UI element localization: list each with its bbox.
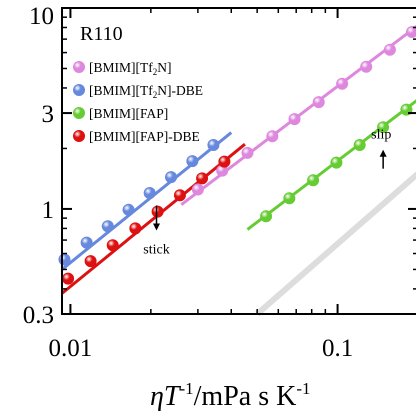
x-tick-label-0: 0.01 [49, 335, 93, 362]
legend: [BMIM][Tf2N] [BMIM][Tf2N]-DBE [BMIM][FAP] [… [73, 60, 203, 144]
data-point-series-3-5 [173, 189, 186, 202]
fit-line-series-3 [61, 143, 246, 295]
legend-label-2: [BMIM][FAP] [89, 106, 168, 121]
annotation-arrowhead-slip [379, 149, 387, 157]
annotations-layer: stick slip [143, 128, 391, 258]
data-point-series-0-6 [336, 77, 349, 90]
annotation-slip: slip [371, 128, 391, 143]
y-tick-label-1: 1 [42, 197, 55, 224]
legend-label-0: [BMIM][Tf2N] [89, 60, 172, 77]
y-tick-label-0: 0.3 [23, 302, 54, 329]
data-point-series-0-5 [312, 96, 325, 109]
data-point-series-0-9 [406, 25, 416, 38]
legend-marker-3 [73, 130, 85, 142]
axis-ticks-layer: 0.01 0.1 0.3 1 3 10 [23, 3, 416, 362]
data-point-series-2-3 [330, 156, 343, 169]
data-point-series-3-2 [106, 239, 119, 252]
legend-marker-2 [73, 107, 85, 119]
x-axis-label-exponent: -1 [179, 379, 193, 398]
data-point-series-0-3 [266, 130, 279, 143]
legend-marker-0 [73, 61, 85, 73]
x-axis-label-eta: ηT [150, 381, 182, 412]
data-point-series-2-4 [353, 139, 366, 152]
reference-line-layer [255, 171, 416, 317]
legend-label-3: [BMIM][FAP]-DBE [89, 129, 200, 144]
plot-frame [61, 7, 416, 315]
data-point-series-3-3 [129, 222, 142, 235]
data-point-series-3-1 [84, 255, 97, 268]
data-point-series-0-4 [288, 113, 301, 126]
x-axis-label: ηT-1/mPa s K-1 [150, 379, 311, 412]
y-tick-label-3: 10 [29, 3, 54, 30]
data-points-layer [58, 25, 416, 285]
x-axis-label-units-exponent: -1 [296, 379, 310, 398]
data-point-series-2-2 [307, 174, 320, 187]
legend-label-1: [BMIM][Tf2N]-DBE [89, 83, 203, 100]
data-point-series-2-1 [283, 192, 296, 205]
data-point-series-0-8 [383, 43, 396, 56]
data-point-series-1-7 [207, 139, 220, 152]
data-point-series-2-5 [377, 121, 390, 134]
data-point-series-1-3 [122, 203, 135, 216]
data-point-series-3-4 [151, 205, 164, 218]
data-point-series-1-5 [165, 171, 178, 184]
data-point-series-1-2 [101, 220, 114, 233]
data-point-series-1-4 [143, 187, 156, 200]
x-axis-label-units: /mPa s K [194, 381, 297, 412]
data-point-series-1-6 [186, 155, 199, 168]
data-point-series-0-7 [360, 60, 373, 73]
data-point-series-3-7 [218, 155, 231, 168]
data-point-series-0-0 [191, 183, 204, 196]
data-point-series-1-1 [80, 236, 93, 249]
reference-line [255, 171, 416, 317]
y-tick-label-2: 3 [42, 101, 55, 128]
data-point-series-3-6 [196, 172, 209, 185]
data-point-series-0-2 [241, 146, 254, 159]
panel-label: R110 [80, 23, 123, 45]
annotation-arrowhead-stick [153, 223, 161, 231]
data-point-series-3-0 [62, 272, 75, 285]
data-point-series-2-0 [260, 210, 273, 223]
x-tick-label-1: 0.1 [322, 335, 353, 362]
legend-marker-1 [73, 84, 85, 96]
annotation-stick: stick [143, 243, 169, 258]
data-point-series-1-0 [58, 253, 71, 266]
